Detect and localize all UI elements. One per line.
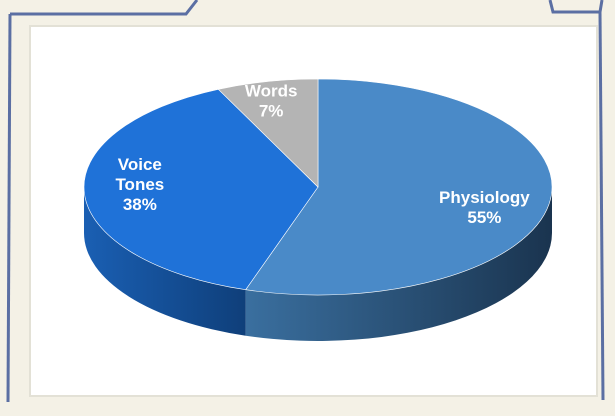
slice-label-text-words: Words [245,82,298,101]
frame-left [8,14,10,402]
slice-label-text-voice-tones: Tones [115,175,164,194]
slice-label-text-physiology: Physiology [439,188,530,207]
slice-value-physiology: 55% [467,208,501,227]
slice-value-voice-tones: 38% [123,195,157,214]
slice-label-text-voice-tones: Voice [118,155,162,174]
slice-value-words: 7% [259,102,284,121]
